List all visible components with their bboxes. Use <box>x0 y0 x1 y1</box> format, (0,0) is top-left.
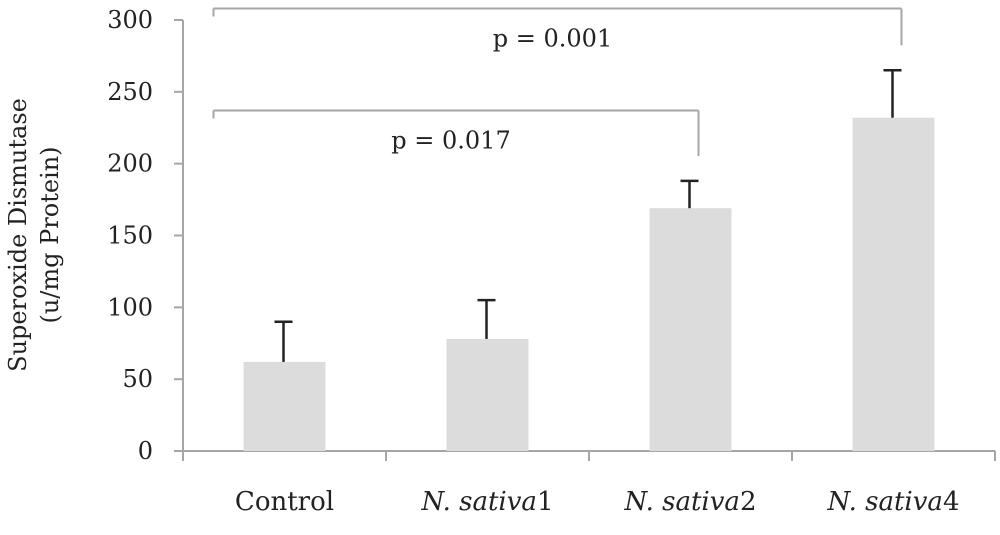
x-category-label: Control <box>235 487 334 517</box>
y-tick-label: 150 <box>107 222 153 250</box>
bar <box>649 208 732 451</box>
significance-label: p = 0.001 <box>493 25 612 53</box>
x-category-label: N. sativa1 <box>421 487 554 517</box>
bar <box>243 361 326 451</box>
y-axis-title-line1: Superoxide Dismutase <box>4 98 32 372</box>
y-tick-label: 0 <box>138 437 153 465</box>
plot-area: 0 50 100 150 200 250 300 Control N. sativa1 N. sa… <box>107 6 996 517</box>
x-category-label: N. sativa2 <box>624 487 757 517</box>
y-axis-title-line2: (u/mg Protein) <box>36 146 64 323</box>
y-tick-label: 200 <box>107 150 153 178</box>
bar <box>446 338 529 451</box>
bar <box>852 117 935 452</box>
y-axis-title: Superoxide Dismutase (u/mg Protein) <box>4 98 64 372</box>
y-tick-label: 100 <box>107 293 153 321</box>
y-tick-label: 300 <box>107 6 153 34</box>
x-category-label: N. sativa4 <box>827 487 960 517</box>
y-tick-label: 50 <box>122 365 153 393</box>
y-tick-label: 250 <box>107 78 153 106</box>
significance-label: p = 0.017 <box>391 127 510 155</box>
